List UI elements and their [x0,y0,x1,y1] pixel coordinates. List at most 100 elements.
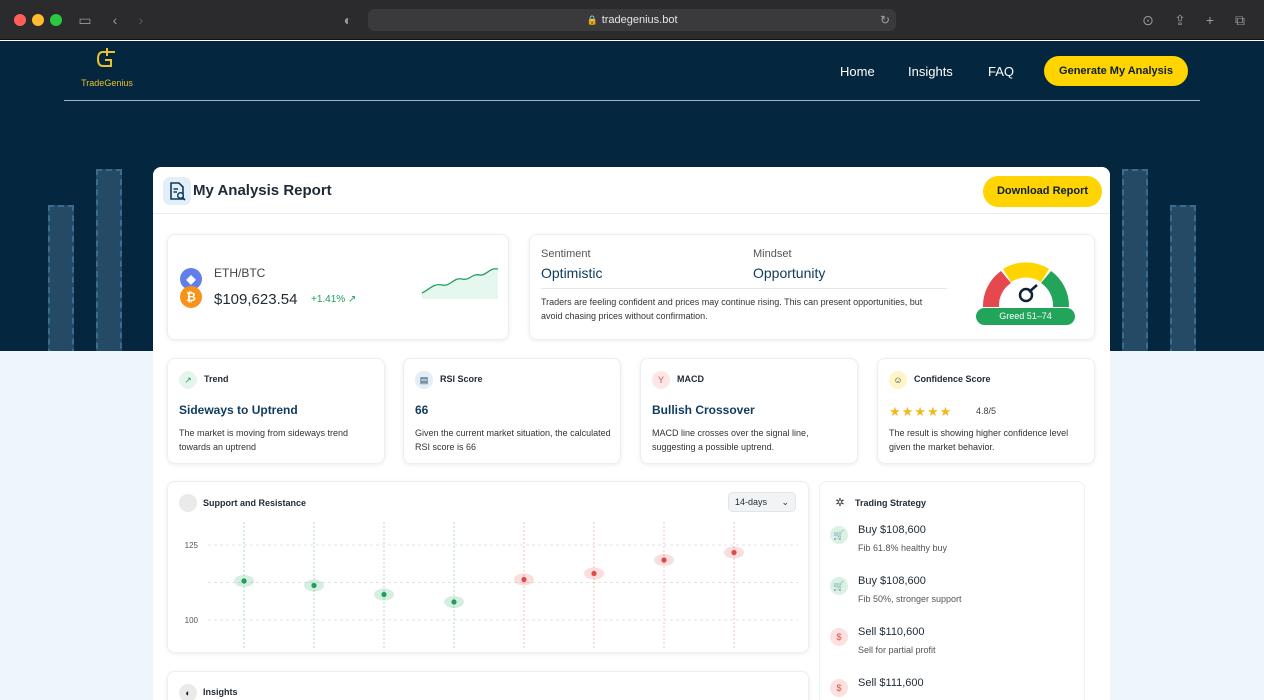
macd-label: MACD [677,374,704,384]
pair-price: $109,623.54 [214,291,298,308]
macd-card: Y MACD Bullish Crossover MACD line cross… [640,358,858,464]
range-select[interactable]: 14-days ⌄ [728,492,796,512]
data-point [661,557,667,563]
bitcoin-icon: ₿ [180,286,202,308]
support-resistance-chart: 125 100 [185,522,798,648]
strategy-note: Sell for partial profit [858,645,936,655]
shield-icon[interactable]: ◐ [343,12,353,28]
logo-mark-icon [96,48,115,67]
strategy-icon: ✲ [835,497,845,509]
rsi-icon: ▤ [415,371,433,389]
macd-icon: Y [652,371,670,389]
sentiment-divider [541,288,947,289]
minimize-window-button[interactable] [32,14,44,26]
nav-faq-link[interactable]: FAQ [988,64,1015,79]
strategy-action: Buy $108,600 [858,575,926,587]
data-point [241,578,247,584]
sentiment-value: Optimistic [541,265,603,281]
report-header: My Analysis Report Download Report [153,167,1110,214]
mindset-label: Mindset [753,248,792,260]
strategy-item: $ Sell $110,600 Sell for partial profit [830,626,1080,666]
report-icon [163,177,191,205]
strategy-item: $ Sell $111,600 [830,677,1080,700]
tabs-overview-icon[interactable]: ⧉ [1235,12,1245,28]
macd-description: MACD line crosses over the signal line, … [652,428,809,452]
sell-icon: $ [830,628,848,646]
decorative-bar [1122,169,1148,351]
sentiment-description: Traders are feeling confident and prices… [541,297,923,321]
sentiment-label: Sentiment [541,248,591,260]
y-tick-label: 125 [185,541,199,550]
tradegenius-logo[interactable]: TradeGenius [77,48,137,90]
trading-strategy-card: ✲ Trading Strategy 🛒 Buy $108,600 Fib 61… [819,481,1085,700]
rsi-label: RSI Score [440,374,483,384]
sentiment-card: Sentiment Optimistic Mindset Opportunity… [529,234,1095,340]
confidence-card: ☺ Confidence Score ★★★★★ 4.8/5 The resul… [877,358,1095,464]
trend-card: ↗ Trend Sideways to Uptrend The market i… [167,358,385,464]
y-tick-label: 100 [185,616,199,625]
ethereum-icon: ◆ [180,268,202,290]
fear-greed-gauge [982,262,1070,307]
lock-icon: 🔒 [586,15,598,25]
download-report-button[interactable]: Download Report [983,176,1102,207]
strategy-item: 🛒 Buy $108,600 Fib 61.8% healthy buy [830,524,1080,564]
support-resistance-card: Support and Resistance 14-days ⌄ 125 100 [167,481,809,653]
data-point [521,576,527,583]
pair-change: +1.41% ↗ [311,294,357,305]
gauge-badge: Greed 51–74 [976,308,1075,325]
download-icon[interactable]: ⊙ [1142,12,1154,28]
sidebar-icon[interactable]: ▭ [78,12,92,28]
confidence-icon: ☺ [889,371,907,389]
data-point [381,591,387,598]
maximize-window-button[interactable] [50,14,62,26]
trend-icon: ↗ [179,371,197,389]
decorative-bar [48,205,74,351]
pair-price-card: ◆ ₿ ETH/BTC $109,623.54 +1.41% ↗ [167,234,509,340]
confidence-description: The result is showing higher confidence … [889,428,1069,452]
data-point [451,599,457,605]
logo-name: TradeGenius [81,78,133,88]
strategy-note: Fib 61.8% healthy buy [858,543,948,553]
sell-icon: $ [830,679,848,697]
cart-icon: 🛒 [830,526,848,544]
insights-card: ◐ Insights [167,671,809,700]
mindset-value: Opportunity [753,265,826,281]
trend-label: Trend [204,374,229,384]
strategy-title: Trading Strategy [855,498,927,508]
rsi-description: Given the current market situation, the … [415,428,611,452]
forward-icon[interactable]: › [138,12,144,28]
range-select-value: 14-days [735,497,768,507]
insights-icon: ◐ [179,684,197,700]
back-icon[interactable]: ‹ [112,12,118,28]
support-resistance-title: Support and Resistance [203,498,307,508]
nav-insights-link[interactable]: Insights [908,64,953,79]
macd-value: Bullish Crossover [652,403,755,417]
address-bar[interactable]: 🔒 tradegenius.bot ↻ [368,9,896,31]
strategy-action: Sell $110,600 [858,626,925,638]
trend-value: Sideways to Uptrend [179,403,298,417]
rsi-card: ▤ RSI Score 66 Given the current market … [403,358,621,464]
strategy-item: 🛒 Buy $108,600 Fib 50%, stronger support [830,575,1080,615]
reload-icon[interactable]: ↻ [879,13,890,27]
rating-value: 4.8/5 [976,406,997,416]
chart-settings-icon [179,494,197,512]
strategy-note: Fib 50%, stronger support [858,594,962,604]
url-text: tradegenius.bot [601,14,678,26]
cart-icon: 🛒 [830,577,848,595]
close-window-button[interactable] [14,14,26,26]
nav-home-link[interactable]: Home [840,64,875,79]
trend-description: The market is moving from sideways trend… [179,428,349,452]
share-icon[interactable]: ⇪ [1174,12,1186,28]
browser-toolbar: ▭ ‹ › ◐ 🔒 tradegenius.bot ↻ ⊙ ⇪ + ⧉ [0,0,1264,40]
decorative-bar [1170,205,1196,351]
insights-title: Insights [203,687,238,697]
rsi-value: 66 [415,403,429,417]
rating-stars: ★★★★★ [889,404,953,419]
pair-label: ETH/BTC [214,266,266,280]
report-title: My Analysis Report [193,182,332,199]
generate-analysis-button[interactable]: Generate My Analysis [1044,56,1188,86]
new-tab-icon[interactable]: + [1205,12,1215,28]
strategy-action: Sell $111,600 [858,677,924,689]
nav-divider [64,100,1200,101]
data-point [731,549,737,556]
